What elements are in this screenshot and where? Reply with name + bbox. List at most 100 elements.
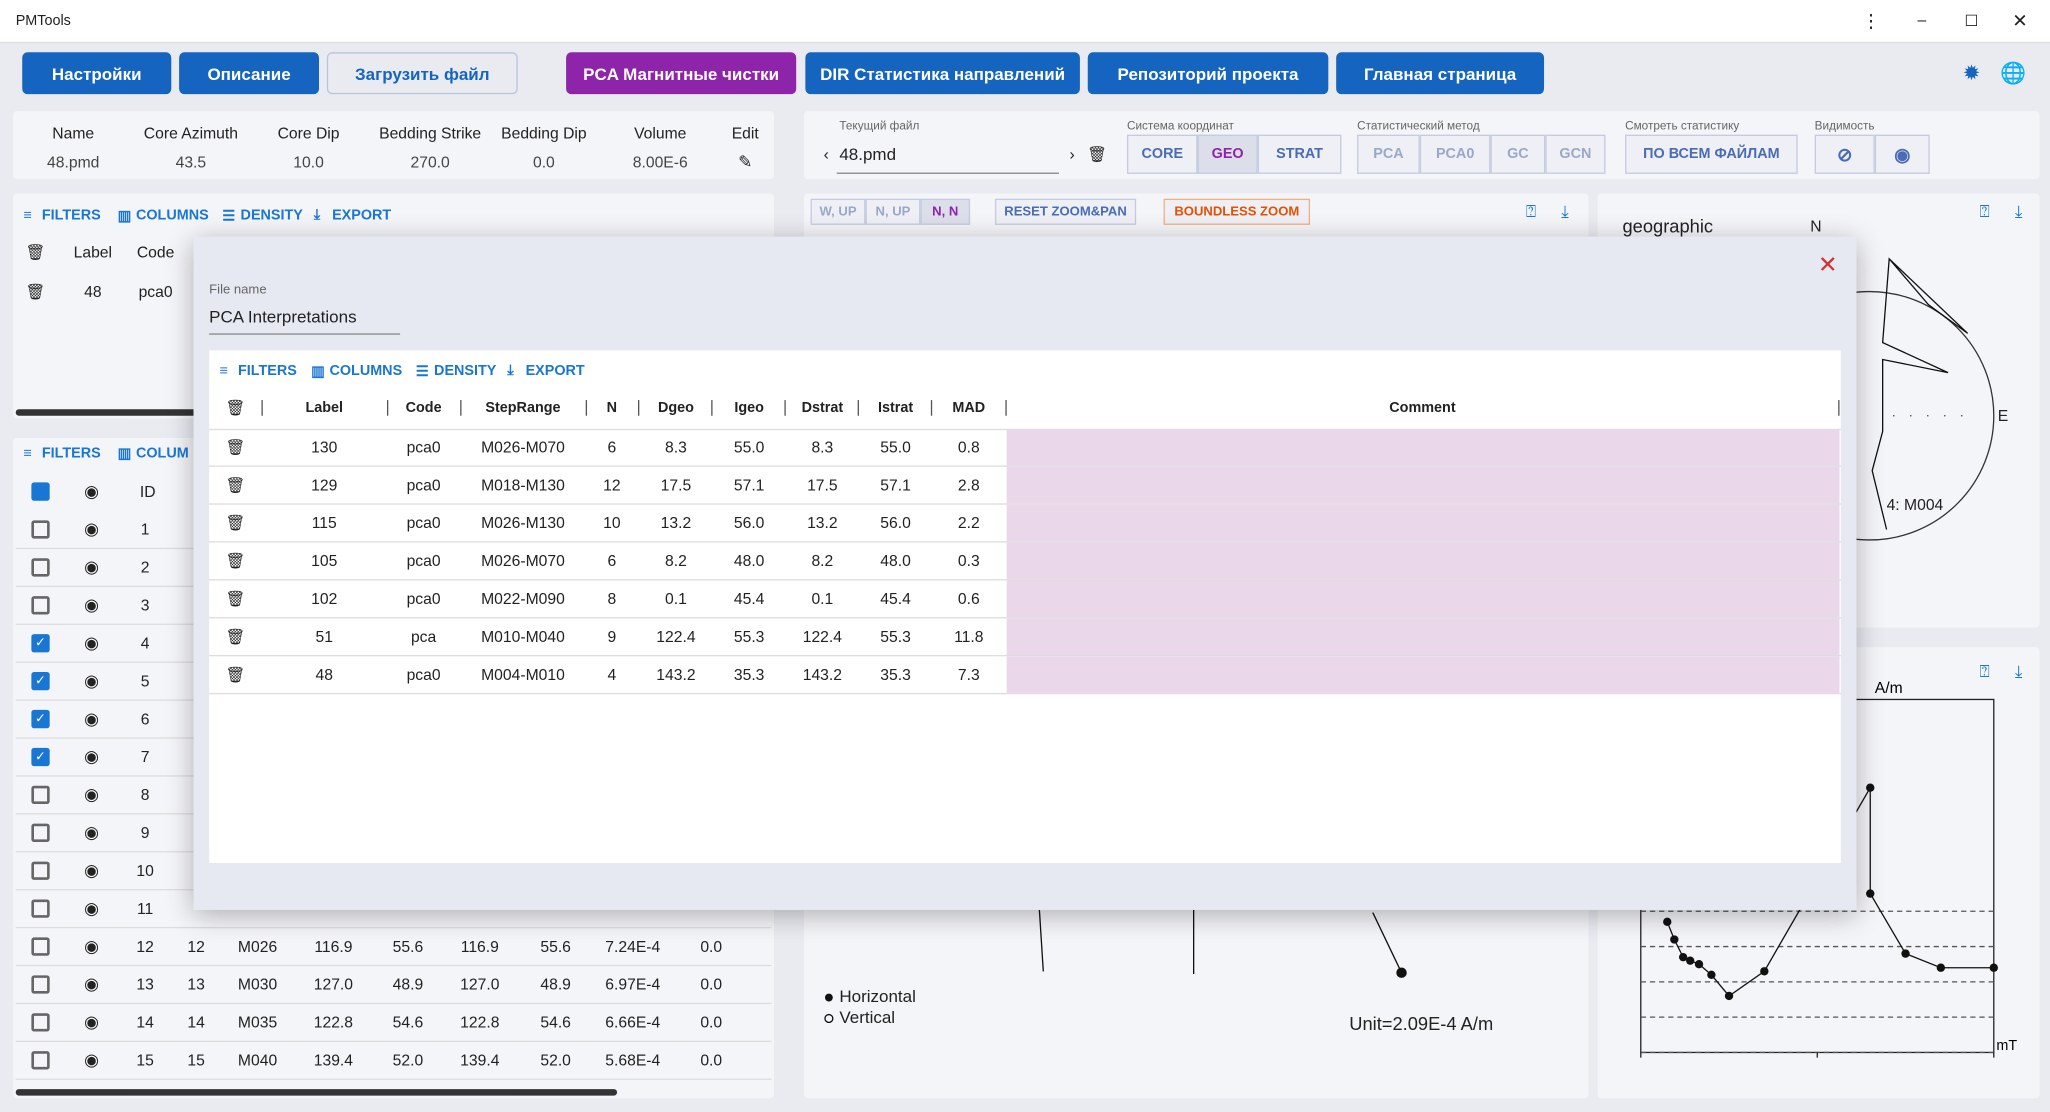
row-checkbox[interactable] bbox=[31, 709, 50, 729]
download-button[interactable]: ⤓ bbox=[1561, 201, 1569, 221]
delete-button[interactable]: 🗑 bbox=[1086, 145, 1107, 164]
grid-tool[interactable]: EXPORT bbox=[525, 363, 585, 380]
toolbar-button[interactable]: DIR Статистика направлений bbox=[805, 52, 1080, 95]
visibility-toggle[interactable]: ◉ bbox=[84, 481, 99, 501]
grid-tool[interactable]: DENSITY bbox=[240, 207, 303, 224]
grid-tool[interactable]: FILTERS bbox=[237, 363, 297, 380]
row-checkbox[interactable] bbox=[31, 975, 50, 994]
toolbar-button[interactable]: Загрузить файл bbox=[326, 52, 518, 95]
row-checkbox[interactable] bbox=[31, 747, 50, 767]
row-checkbox[interactable] bbox=[31, 785, 50, 805]
visibility-toggle[interactable]: ◉ bbox=[84, 746, 99, 767]
select-all[interactable] bbox=[31, 482, 50, 501]
row-checkbox[interactable] bbox=[31, 558, 50, 577]
delete-button[interactable]: 🗑 bbox=[225, 551, 246, 571]
visibility-toggle[interactable]: ◉ bbox=[84, 556, 99, 577]
visibility-toggle[interactable]: ◉ bbox=[84, 784, 99, 805]
grid-tool[interactable]: COLUMNS bbox=[135, 207, 209, 224]
toolbar-button[interactable]: Главная страница bbox=[1336, 52, 1545, 95]
visibility-toggle[interactable]: ◉ bbox=[84, 708, 99, 729]
help-button[interactable]: ⍰ bbox=[1979, 661, 1990, 682]
comment-cell[interactable] bbox=[1006, 618, 1840, 656]
grid-tool[interactable]: DENSITY bbox=[434, 363, 497, 380]
minimize-button[interactable]: – bbox=[1917, 10, 1927, 29]
close-window-button[interactable]: ✕ bbox=[2012, 9, 2028, 31]
visibility-toggle[interactable]: ◉ bbox=[84, 670, 99, 691]
comment-cell[interactable] bbox=[1006, 428, 1840, 466]
row-checkbox[interactable] bbox=[31, 899, 50, 918]
grid-tool[interactable]: EXPORT bbox=[332, 207, 392, 224]
delete-button[interactable]: 🗑 bbox=[225, 589, 246, 608]
visibility-toggle[interactable]: ◉ bbox=[84, 519, 99, 539]
language-toggle[interactable]: 🌐 bbox=[2000, 62, 2027, 85]
projection-option[interactable]: W, UP bbox=[810, 198, 866, 225]
toolbar-button[interactable]: Описание bbox=[179, 52, 320, 95]
method-option[interactable]: GCN bbox=[1545, 134, 1606, 174]
visibility-toggle[interactable]: ◉ bbox=[84, 1011, 99, 1032]
row-checkbox[interactable] bbox=[31, 1051, 50, 1070]
visibility-toggle[interactable]: ◉ bbox=[84, 822, 99, 842]
help-button[interactable]: ⍰ bbox=[1979, 201, 1990, 221]
maximize-button[interactable]: ☐ bbox=[1964, 11, 1979, 31]
delete-button[interactable]: 🗑 bbox=[25, 243, 46, 262]
visibility-toggle[interactable]: ◉ bbox=[84, 936, 99, 956]
toolbar-button[interactable]: PCA Магнитные чистки bbox=[566, 52, 797, 95]
grid-tool[interactable]: COLUMNS bbox=[329, 363, 403, 380]
coordinate-option[interactable]: STRAT bbox=[1257, 134, 1342, 174]
toolbar-button[interactable]: Репозиторий проекта bbox=[1087, 52, 1329, 95]
delete-button[interactable]: 🗑 bbox=[25, 282, 46, 301]
comment-cell[interactable] bbox=[1006, 542, 1840, 580]
delete-button[interactable]: 🗑 bbox=[225, 627, 246, 646]
visibility-toggle[interactable]: ◉ bbox=[84, 1049, 99, 1070]
zoom-button[interactable]: BOUNDLESS ZOOM bbox=[1163, 198, 1311, 225]
method-option[interactable]: PCA0 bbox=[1419, 134, 1491, 174]
row-checkbox[interactable] bbox=[31, 1013, 50, 1032]
visibility-toggle[interactable]: ◉ bbox=[84, 594, 99, 615]
visibility-toggle[interactable]: ◉ bbox=[84, 974, 99, 994]
row-checkbox[interactable] bbox=[31, 634, 50, 653]
method-option[interactable]: PCA bbox=[1357, 134, 1420, 174]
grid-tool[interactable]: COLUM bbox=[135, 445, 189, 462]
visibility-toggle[interactable]: ◉ bbox=[84, 898, 99, 918]
menu-button[interactable]: ⋮ bbox=[1861, 9, 1881, 31]
statistics-button[interactable]: ПО ВСЕМ ФАЙЛАМ bbox=[1625, 134, 1798, 174]
download-button[interactable]: ⤓ bbox=[2014, 201, 2023, 221]
comment-cell[interactable] bbox=[1006, 504, 1840, 542]
comment-cell[interactable] bbox=[1006, 580, 1840, 618]
delete-button[interactable]: 🗑 bbox=[225, 398, 246, 418]
row-checkbox[interactable] bbox=[31, 937, 50, 956]
theme-toggle[interactable]: ✹ bbox=[1962, 62, 1981, 85]
file-next[interactable]: › bbox=[1069, 145, 1075, 164]
row-checkbox[interactable] bbox=[31, 596, 50, 615]
grid-tool[interactable]: FILTERS bbox=[41, 207, 101, 224]
field-value[interactable]: PCA Interpretations bbox=[209, 306, 357, 327]
delete-button[interactable]: 🗑 bbox=[225, 475, 246, 495]
file-prev[interactable]: ‹ bbox=[823, 145, 829, 164]
delete-button[interactable]: 🗑 bbox=[225, 513, 246, 533]
projection-option[interactable]: N, UP bbox=[865, 198, 921, 225]
help-button[interactable]: ⍰ bbox=[1525, 201, 1537, 221]
row-checkbox[interactable] bbox=[31, 520, 50, 539]
method-option[interactable]: GC bbox=[1490, 134, 1546, 174]
row-checkbox[interactable] bbox=[31, 823, 50, 842]
coordinate-option[interactable]: GEO bbox=[1197, 134, 1258, 174]
row-checkbox[interactable] bbox=[31, 861, 50, 880]
delete-button[interactable]: 🗑 bbox=[225, 665, 246, 684]
zoom-button[interactable]: RESET ZOOM&PAN bbox=[994, 198, 1137, 225]
visibility-off[interactable]: ⊘ bbox=[1814, 134, 1875, 174]
delete-button[interactable]: 🗑 bbox=[225, 437, 246, 457]
row-checkbox[interactable] bbox=[31, 672, 50, 691]
download-button[interactable]: ⤓ bbox=[2014, 661, 2023, 682]
toolbar-button[interactable]: Настройки bbox=[22, 52, 172, 95]
projection-option[interactable]: N, N bbox=[920, 198, 971, 225]
comment-cell[interactable] bbox=[1006, 466, 1840, 504]
file-select[interactable]: 48.pmd bbox=[839, 144, 897, 165]
grid-tool[interactable]: FILTERS bbox=[41, 445, 101, 462]
modal-close[interactable]: ✕ bbox=[1817, 251, 1838, 278]
coordinate-option[interactable]: CORE bbox=[1126, 134, 1198, 174]
edit-button[interactable]: ✎ bbox=[738, 151, 753, 172]
visibility-on[interactable]: ◉ bbox=[1874, 134, 1930, 174]
visibility-toggle[interactable]: ◉ bbox=[84, 632, 99, 653]
comment-cell[interactable] bbox=[1006, 656, 1840, 693]
visibility-toggle[interactable]: ◉ bbox=[84, 860, 99, 880]
